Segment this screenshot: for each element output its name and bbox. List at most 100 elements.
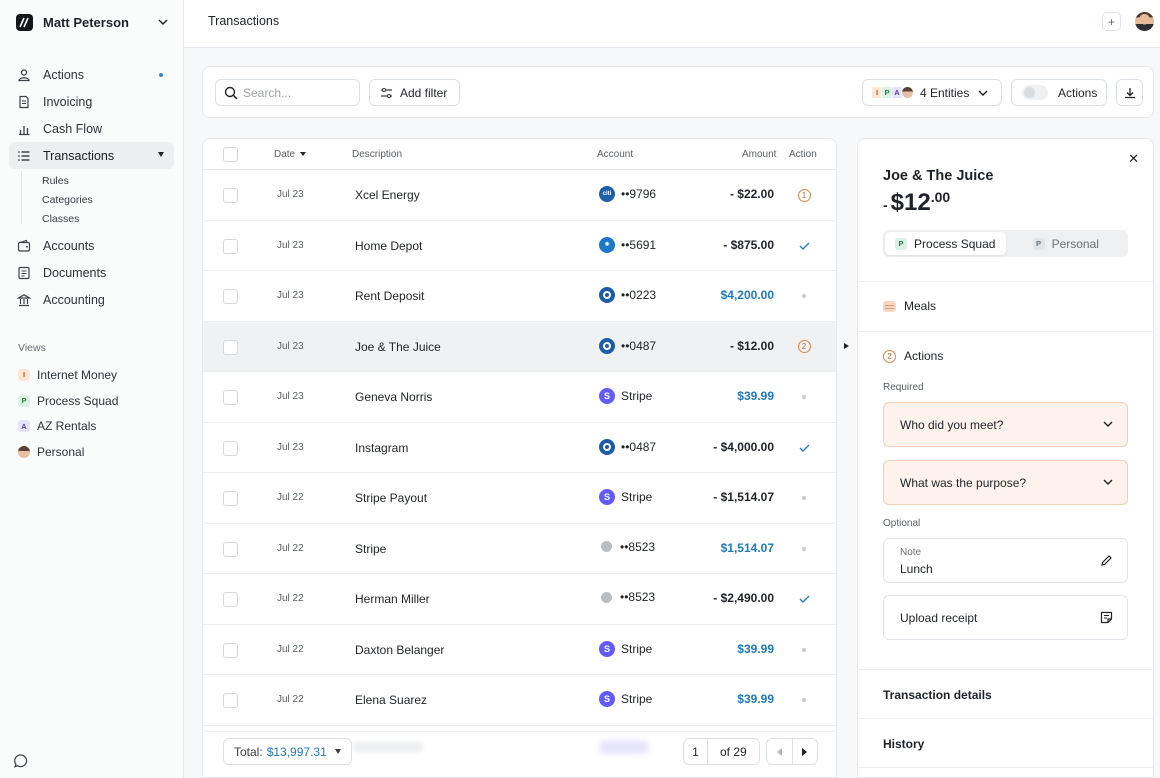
add-filter-label: Add filter <box>400 85 448 100</box>
table-row[interactable]: Jul 22 Herman Miller ••8523 - $2,490.00 <box>203 574 836 625</box>
sidebar-subitem-rules[interactable]: Rules <box>42 174 69 187</box>
actions-toggle-label: Actions <box>1058 85 1098 100</box>
question-who-did-you-meet[interactable]: Who did you meet? <box>883 402 1128 447</box>
view-internet-money[interactable]: I Internet Money <box>18 362 168 388</box>
sidebar-item-documents[interactable]: Documents <box>9 259 174 286</box>
entities-dropdown[interactable]: I P A 4 Entities <box>862 79 1002 106</box>
question-purpose[interactable]: What was the purpose? <box>883 460 1128 505</box>
detail-amount: - $12 .00 <box>883 189 950 217</box>
avatar <box>901 86 914 99</box>
table-row[interactable]: Jul 23 Home Depot ✺ ••5691 - $875.00 <box>203 221 836 271</box>
add-button[interactable]: + <box>1102 12 1121 31</box>
transactions-table: Date Description Account Amount Action J… <box>202 138 837 778</box>
table-row[interactable]: Jul 23 Joe & The Juice ••0487 - $12.00 2 <box>203 321 836 372</box>
row-checkbox[interactable] <box>223 289 238 304</box>
sidebar-item-invoicing[interactable]: Invoicing <box>9 88 174 115</box>
sidebar-item-accounts[interactable]: Accounts <box>9 232 174 259</box>
row-action[interactable] <box>797 693 811 707</box>
chat-bubble-icon[interactable] <box>13 753 29 769</box>
table-row[interactable]: Jul 23 Geneva Norris S Stripe $39.99 <box>203 372 836 423</box>
row-description: Geneva Norris <box>355 390 433 404</box>
table-row[interactable]: Jul 23 Xcel Energy citi ••9796 - $22.00 1 <box>203 170 836 221</box>
table-row[interactable]: Jul 22 Stripe Payout S Stripe - $1,514.07 <box>203 473 836 524</box>
pending-actions-badge: 1 <box>797 188 811 202</box>
row-account: ••0223 <box>599 287 656 303</box>
column-header-date[interactable]: Date <box>274 149 307 160</box>
sidebar-item-transactions[interactable]: Transactions <box>9 142 174 169</box>
download-button[interactable] <box>1116 79 1143 106</box>
bank-logo-icon: ✺ <box>599 236 615 253</box>
sidebar-subitem-classes[interactable]: Classes <box>42 212 80 225</box>
row-checkbox[interactable] <box>223 693 238 708</box>
row-checkbox[interactable] <box>223 642 238 658</box>
column-header-description[interactable]: Description <box>352 149 403 160</box>
prev-page-button[interactable] <box>767 739 792 764</box>
detail-title: Joe & The Juice <box>883 168 994 184</box>
row-checkbox[interactable] <box>223 238 238 254</box>
search-input[interactable] <box>243 85 343 100</box>
page-number-input[interactable]: 1 <box>684 739 708 764</box>
table-row[interactable]: Jul 23 Instagram ••0487 - $4,000.00 <box>203 423 836 473</box>
app-logo-icon <box>16 13 33 31</box>
table-row[interactable]: Jul 22 Daxton Belanger S Stripe $39.99 <box>203 625 836 675</box>
row-action[interactable] <box>797 592 811 606</box>
table-row[interactable]: Jul 23 Rent Deposit ••0223 $4,200.00 <box>203 271 836 322</box>
table-row[interactable]: Jul 22 Elena Suarez S Stripe $39.99 <box>203 675 836 726</box>
table-row[interactable]: Jul 22 Stripe ••8523 $1,514.07 <box>203 524 836 574</box>
user-switcher[interactable]: Matt Peterson <box>16 12 168 32</box>
history-section[interactable]: History <box>883 737 925 751</box>
search-box[interactable] <box>215 79 360 106</box>
next-page-button[interactable] <box>791 739 818 764</box>
expand-row-arrow-icon[interactable] <box>844 343 849 349</box>
column-header-amount[interactable]: Amount <box>742 149 777 160</box>
row-account-label: Stripe <box>621 692 653 706</box>
row-action[interactable] <box>797 441 811 455</box>
entities-label: 4 Entities <box>920 85 970 100</box>
row-action[interactable] <box>797 491 811 505</box>
row-action[interactable] <box>797 643 811 657</box>
view-process-squad[interactable]: P Process Squad <box>18 388 168 414</box>
note-field[interactable]: Note Lunch <box>883 538 1128 583</box>
sidebar-item-accounting[interactable]: Accounting <box>9 286 174 313</box>
avatar[interactable] <box>1135 12 1154 31</box>
row-action[interactable] <box>797 289 811 303</box>
row-account: ••0487 <box>599 438 656 455</box>
close-icon[interactable]: ✕ <box>1128 151 1139 166</box>
row-account-label: ••0487 <box>621 338 657 353</box>
view-az-rentals[interactable]: A AZ Rentals <box>18 413 168 439</box>
total-dropdown[interactable]: Total: $13,997.31 <box>223 738 352 765</box>
transaction-details-section[interactable]: Transaction details <box>883 688 992 702</box>
row-checkbox[interactable] <box>223 390 238 405</box>
actions-toggle[interactable]: Actions <box>1011 79 1107 106</box>
row-checkbox[interactable] <box>223 541 238 557</box>
column-header-date-label: Date <box>274 149 296 160</box>
chevron-down-icon <box>1103 421 1113 427</box>
upload-receipt-button[interactable]: Upload receipt <box>883 595 1128 640</box>
row-action[interactable]: 1 <box>797 188 811 202</box>
entity-option-personal[interactable]: P Personal <box>1006 232 1127 255</box>
row-amount: $39.99 <box>737 692 774 706</box>
row-checkbox[interactable] <box>223 491 238 506</box>
toggle-switch[interactable] <box>1022 85 1048 100</box>
row-checkbox[interactable] <box>223 440 238 456</box>
entity-option-process-squad[interactable]: P Process Squad <box>885 232 1006 255</box>
category-selector[interactable]: Meals <box>883 299 936 313</box>
select-all-checkbox[interactable] <box>223 147 238 162</box>
chevron-down-icon <box>1103 479 1113 485</box>
row-description: Stripe Payout <box>355 491 428 505</box>
view-label: Process Squad <box>37 393 119 408</box>
row-action[interactable] <box>797 542 811 556</box>
sidebar-item-actions[interactable]: Actions <box>9 61 174 88</box>
row-date: Jul 22 <box>277 542 304 554</box>
row-checkbox[interactable] <box>223 339 238 355</box>
sidebar-item-cash-flow[interactable]: Cash Flow <box>9 115 174 142</box>
row-action[interactable] <box>797 390 811 404</box>
row-action[interactable] <box>797 239 811 253</box>
row-checkbox[interactable] <box>223 188 238 203</box>
column-header-account[interactable]: Account <box>597 149 634 160</box>
row-action[interactable]: 2 <box>797 340 811 354</box>
row-checkbox[interactable] <box>223 592 238 607</box>
add-filter-button[interactable]: Add filter <box>369 79 460 106</box>
view-personal[interactable]: Personal <box>18 439 168 465</box>
sidebar-subitem-categories[interactable]: Categories <box>42 193 93 206</box>
